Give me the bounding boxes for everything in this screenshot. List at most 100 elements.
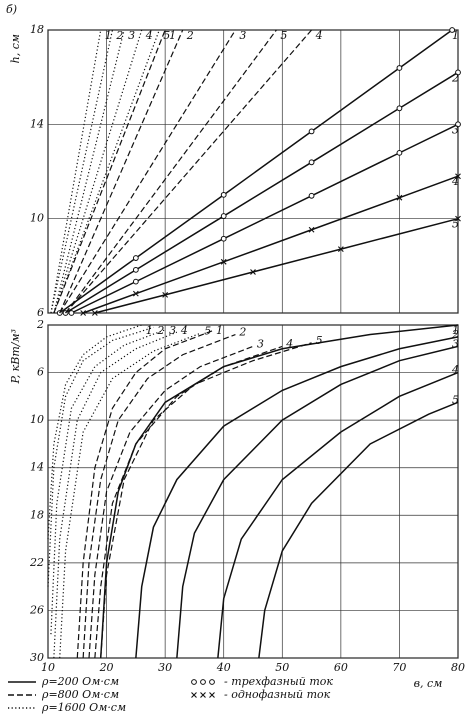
curve [53,29,125,314]
curve-label: 1 [216,324,223,337]
marker [191,679,197,685]
legend-label: ρ=200 Ом·см [41,675,119,688]
curve-label: 1 [105,29,112,42]
y-tick-label: 6 [37,366,44,379]
curve-label: 5 [204,324,211,337]
marker [200,692,206,698]
curve [50,29,114,314]
marker [455,215,461,222]
curve-label: 5 [163,29,170,42]
x-tick-label: 70 [392,661,406,674]
curve-label: 2 [451,328,459,341]
x-tick-label: 80 [451,661,465,674]
x-axis-label: в, см [414,677,443,690]
curve [53,29,166,314]
curve [82,175,459,314]
curve [47,326,154,587]
legend-label: ρ=800 Ом·см [41,688,119,701]
curve [76,330,213,659]
curve-label: 3 [452,123,459,136]
legend-label: ρ=1600 Ом·см [41,701,126,714]
curve [59,29,184,314]
curve-label: 2 [186,29,194,42]
curve-label: 1 [169,29,176,42]
curve [59,332,201,659]
curve [59,29,236,314]
x-tick-label: 30 [158,661,172,674]
curve [88,345,254,659]
curve-label: 2 [156,324,164,337]
curve [71,123,459,314]
marker [250,269,256,275]
y-tick-label: 30 [30,651,44,664]
curve-label: 1 [146,324,153,337]
legend-label: - трехфазный ток [224,675,333,688]
curve-label: 4 [451,364,459,377]
marker [200,679,206,685]
marker [80,310,87,316]
curve-label: 2 [451,71,459,84]
marker [308,159,315,166]
curve [82,333,236,659]
curve [50,329,166,635]
legend-label: - однофазный ток [224,688,331,701]
y-tick-label: 10 [30,413,44,426]
curve [99,324,459,659]
curve [94,217,459,314]
plot-frame [47,324,459,659]
marker [455,173,461,180]
marker [449,27,456,33]
x-tick-label: 50 [275,661,289,674]
marker [68,310,75,316]
curve-label: 5 [280,29,287,42]
curve-label: 4 [145,29,153,42]
curve-label: 5 [452,393,459,406]
marker [308,226,315,233]
curve-label: 1 [452,324,459,337]
curve [59,29,453,314]
y-tick-label: 18 [30,508,44,521]
curve [65,29,277,314]
marker [209,679,215,685]
marker [337,246,344,252]
y-tick-label: 14 [30,461,44,474]
y-axis-label: h, см [9,34,22,63]
curve [135,336,459,659]
curve [50,29,102,314]
curve-label: 3 [452,337,459,350]
curve-label: 3 [169,324,176,337]
marker [191,692,197,698]
curve-label: 4 [180,324,188,337]
curve-label: 3 [128,29,135,42]
curve-label: 4 [285,337,293,350]
y-tick-label: 14 [30,117,44,130]
marker [220,191,227,198]
panel-label: б) [6,3,17,16]
marker [396,149,403,156]
y-tick-label: 18 [30,23,44,36]
curve-label: 2 [238,326,246,339]
curve-label: 3 [257,337,264,350]
x-tick-label: 20 [99,661,114,674]
x-tick-label: 10 [41,661,55,674]
y-tick-label: 22 [29,556,44,569]
curve [53,331,178,659]
marker [220,258,227,265]
x-tick-label: 60 [334,661,348,674]
y-axis-label: P, кВт/м³ [9,329,22,384]
marker [162,291,169,298]
marker [455,121,461,128]
curve-label: 1 [452,29,459,42]
marker [91,310,98,316]
curve [65,71,459,314]
curve [94,345,283,659]
marker [132,255,139,261]
y-tick-label: 10 [30,212,44,225]
y-tick-label: 26 [29,603,44,616]
curve-label: 5 [316,334,323,347]
curve-label: 4 [451,175,459,188]
marker [308,192,315,199]
marker [132,266,139,273]
curve-label: 5 [452,218,459,231]
